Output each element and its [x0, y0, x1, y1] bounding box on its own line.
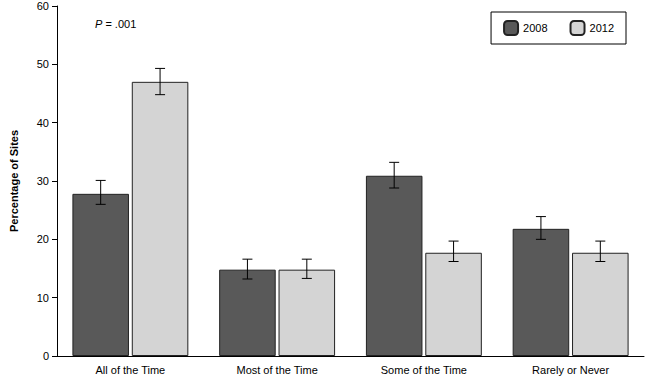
svg-text:0: 0 [43, 350, 49, 362]
svg-text:P: P [95, 17, 103, 30]
svg-text:60: 60 [37, 0, 49, 12]
svg-text:= .001: = .001 [102, 18, 136, 30]
svg-text:Rarely or Never: Rarely or Never [532, 364, 609, 376]
svg-text:10: 10 [37, 292, 49, 304]
svg-text:40: 40 [37, 117, 49, 129]
svg-text:Most of the Time: Most of the Time [236, 364, 317, 376]
svg-text:20: 20 [37, 233, 49, 245]
svg-text:50: 50 [37, 58, 49, 70]
svg-text:Some of the Time: Some of the Time [381, 364, 467, 376]
svg-text:2012: 2012 [590, 22, 614, 34]
svg-text:All of the Time: All of the Time [96, 364, 166, 376]
svg-text:2008: 2008 [523, 22, 547, 34]
svg-text:Percentage of Sites: Percentage of Sites [8, 130, 20, 232]
svg-text:30: 30 [37, 175, 49, 187]
